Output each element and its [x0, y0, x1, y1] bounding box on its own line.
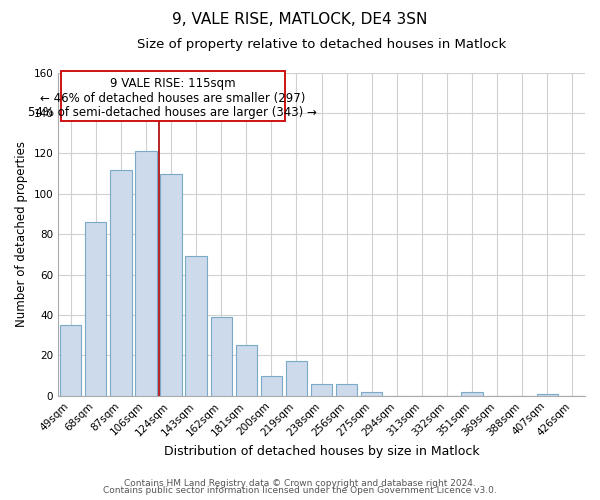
Bar — [85, 222, 106, 396]
Text: Contains public sector information licensed under the Open Government Licence v3: Contains public sector information licen… — [103, 486, 497, 495]
X-axis label: Distribution of detached houses by size in Matlock: Distribution of detached houses by size … — [164, 444, 479, 458]
Bar — [311, 384, 332, 396]
Bar — [361, 392, 382, 396]
Bar — [60, 325, 82, 396]
Bar — [211, 317, 232, 396]
Bar — [461, 392, 483, 396]
Title: Size of property relative to detached houses in Matlock: Size of property relative to detached ho… — [137, 38, 506, 51]
Bar — [537, 394, 558, 396]
Bar — [185, 256, 207, 396]
Text: 9 VALE RISE: 115sqm: 9 VALE RISE: 115sqm — [110, 78, 236, 90]
Text: 9, VALE RISE, MATLOCK, DE4 3SN: 9, VALE RISE, MATLOCK, DE4 3SN — [172, 12, 428, 28]
FancyBboxPatch shape — [61, 71, 285, 121]
Bar — [136, 152, 157, 396]
Bar — [286, 362, 307, 396]
Y-axis label: Number of detached properties: Number of detached properties — [15, 141, 28, 327]
Bar — [110, 170, 131, 396]
Bar — [160, 174, 182, 396]
Text: ← 46% of detached houses are smaller (297): ← 46% of detached houses are smaller (29… — [40, 92, 305, 105]
Bar — [261, 376, 282, 396]
Text: Contains HM Land Registry data © Crown copyright and database right 2024.: Contains HM Land Registry data © Crown c… — [124, 478, 476, 488]
Text: 54% of semi-detached houses are larger (343) →: 54% of semi-detached houses are larger (… — [28, 106, 317, 120]
Bar — [236, 346, 257, 396]
Bar — [336, 384, 358, 396]
